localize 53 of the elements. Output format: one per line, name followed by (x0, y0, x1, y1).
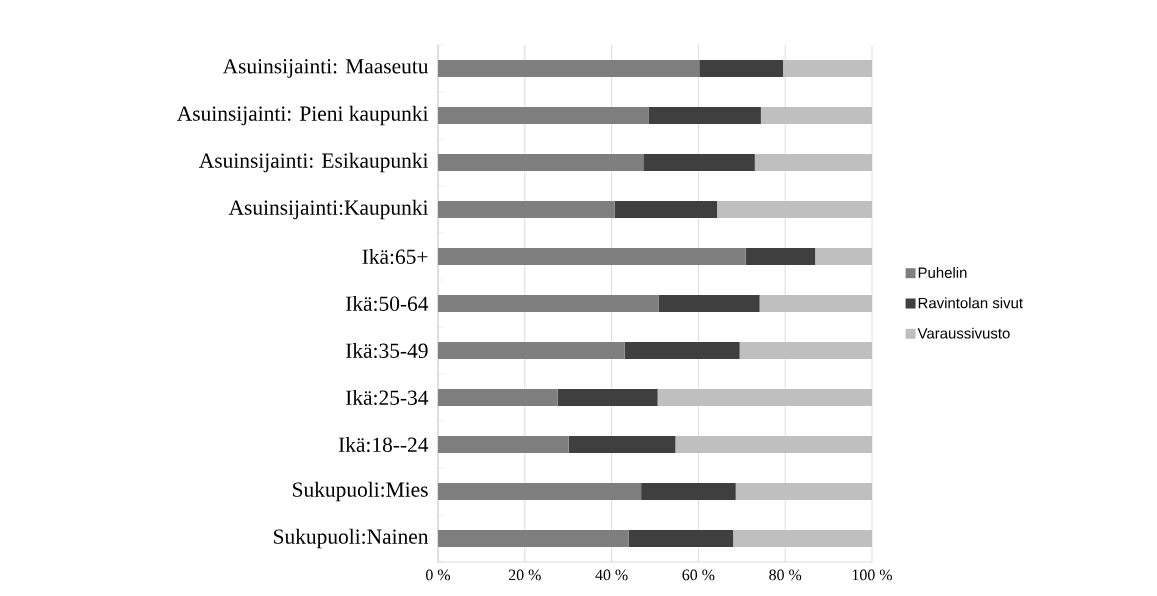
y-tick-label: Asuinsijainti: Pieni kaupunki (177, 105, 429, 126)
bar (628, 530, 734, 547)
bar (699, 60, 784, 77)
bar (641, 483, 736, 500)
y-tick-label: Asuinsijainti: Esikaupunki (199, 152, 429, 173)
bar (438, 436, 569, 453)
x-tick-label: 40 % (595, 569, 628, 581)
bar (717, 201, 872, 218)
bar (733, 530, 872, 547)
bar (568, 436, 676, 453)
x-tick-label: 0 % (425, 569, 451, 581)
legend-label: Puhelin (918, 267, 967, 278)
bar (438, 295, 659, 312)
bar (438, 248, 746, 265)
bar (675, 436, 872, 453)
bar (438, 530, 629, 547)
bar (735, 483, 872, 500)
bar (614, 201, 718, 218)
y-tick-label: Sukupuoli:Mies (293, 481, 428, 502)
bar (658, 295, 760, 312)
y-tick-label: Asuinsijainti: Maaseutu (222, 59, 429, 78)
bar (557, 389, 658, 406)
bar (648, 107, 761, 124)
bar (643, 154, 755, 171)
bar (438, 154, 644, 171)
legend-label: Ravintolan sivut (918, 297, 1023, 309)
x-tick-label: 60 % (682, 569, 715, 581)
y-tick-label: Ikä:65+ (362, 248, 428, 265)
bar (438, 389, 558, 406)
bar (760, 107, 872, 124)
y-tick-label: Asuinsijainti:Kaupunki (228, 199, 429, 220)
bar (624, 342, 740, 359)
y-tick-label: Ikä:35-49 (345, 342, 428, 359)
bar (815, 248, 872, 265)
bar (438, 107, 649, 124)
y-tick-label: Sukupuoli:Nainen (274, 528, 429, 549)
y-tick-label: Ikä:50-64 (345, 295, 429, 312)
bar (739, 342, 872, 359)
bar (783, 60, 872, 77)
bar (759, 295, 872, 312)
y-tick-label: Ikä:18--24 (338, 436, 429, 453)
bar (657, 389, 872, 406)
legend-label: Varaussivusto (917, 327, 1010, 339)
bar (438, 342, 625, 359)
bar (438, 483, 642, 500)
x-tick-label: 20 % (508, 569, 541, 581)
x-tick-label: 80 % (769, 569, 802, 581)
bar (438, 201, 615, 218)
bar (754, 154, 872, 171)
x-tick-label: 100 % (852, 569, 893, 581)
y-tick-label: Ikä:25-34 (345, 389, 429, 406)
bar (438, 60, 700, 77)
bar (745, 248, 816, 265)
